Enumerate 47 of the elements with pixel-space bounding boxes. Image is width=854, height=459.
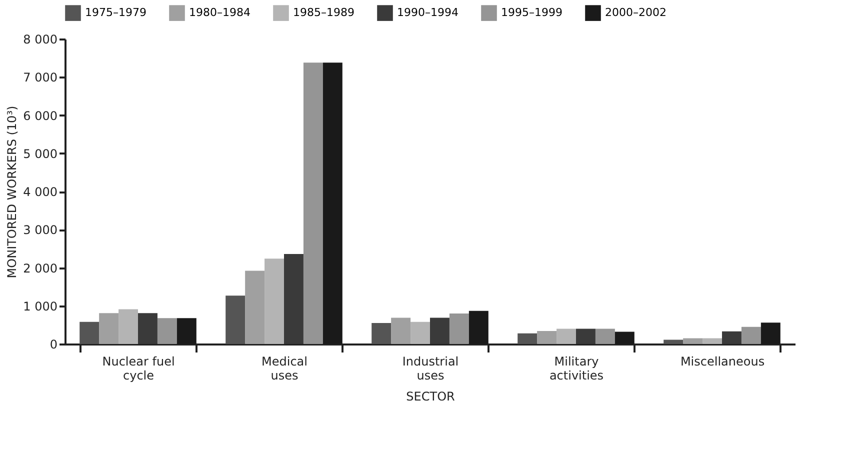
y-tick-label: 8 000 <box>23 32 58 46</box>
bar <box>556 328 576 344</box>
bar <box>157 318 177 344</box>
legend-label: 1980–1984 <box>189 6 250 20</box>
legend-label: 1990–1994 <box>397 6 458 20</box>
legend-label: 2000–2002 <box>605 6 666 20</box>
bar <box>118 309 138 344</box>
x-tick-label: Military activities <box>549 354 604 382</box>
y-tick-label: 7 000 <box>23 70 58 85</box>
bar <box>226 296 246 344</box>
bar <box>284 254 304 344</box>
bar <box>537 331 557 344</box>
x-tick-label: Industrial uses <box>402 354 459 382</box>
bar <box>138 313 158 344</box>
bar <box>99 313 119 344</box>
y-tick-label: 6 000 <box>23 108 58 123</box>
bar <box>518 333 538 344</box>
bar <box>245 270 265 344</box>
legend-label: 1995–1999 <box>501 6 562 20</box>
y-tick-label: 5 000 <box>23 146 58 161</box>
bar <box>702 338 722 344</box>
bar <box>303 62 323 344</box>
y-tick-label: 1 000 <box>23 299 58 314</box>
bar <box>264 258 284 344</box>
bar <box>391 318 411 344</box>
y-tick-label: 0 <box>50 338 58 352</box>
x-tick-label: Medical uses <box>262 354 308 382</box>
legend-label: 1975–1979 <box>85 6 146 20</box>
bar <box>595 328 615 344</box>
bar <box>722 331 742 344</box>
bar <box>683 338 703 344</box>
bar <box>576 328 596 344</box>
bar <box>80 322 100 344</box>
y-tick-label: 3 000 <box>23 223 58 238</box>
x-tick-label: Miscellaneous <box>680 354 765 368</box>
bar <box>449 314 469 344</box>
bar <box>664 340 684 344</box>
bar <box>430 318 450 344</box>
y-tick-label: 4 000 <box>23 185 58 199</box>
y-axis-title: MONITORED WORKERS (10³) <box>5 106 20 278</box>
bar <box>372 323 392 344</box>
x-axis-title: SECTOR <box>406 390 455 404</box>
bar <box>741 326 761 344</box>
legend-label: 1985–1989 <box>293 6 354 20</box>
y-tick-label: 2 000 <box>23 261 58 276</box>
bar <box>410 322 430 344</box>
x-tick-label: Nuclear fuel cycle <box>102 354 175 382</box>
